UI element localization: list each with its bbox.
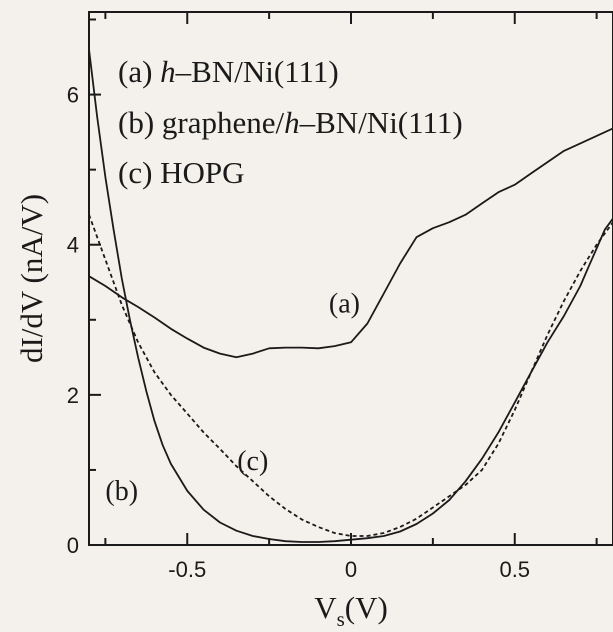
series-line-b (88, 49, 613, 543)
y-tick-label: 0 (67, 533, 79, 558)
curves (88, 49, 613, 543)
y-tick-label: 6 (67, 83, 79, 108)
x-axis-title-main: V (314, 590, 337, 625)
curve-labels: (a) (b) (c) (105, 288, 360, 507)
series-line-a (88, 127, 613, 359)
legend-entry-0: (a) h–BN/Ni(111) (118, 54, 339, 89)
legend-entry-1: (b) graphene/h–BN/Ni(111) (118, 105, 463, 140)
x-axis-title: Vs(V) (314, 590, 388, 631)
y-axis-title: dI/dV (nA/V) (14, 194, 49, 363)
axis-ticks: -0.5 0 0.5 0 2 4 6 (67, 12, 598, 582)
x-axis-title-unit: (V) (345, 590, 388, 625)
y-tick-label: 4 (67, 233, 79, 258)
x-tick-label: 0.5 (499, 557, 530, 582)
legend-entry-2: (c) HOPG (118, 155, 245, 190)
curve-label-c: (c) (237, 446, 268, 477)
curve-label-a: (a) (329, 288, 360, 319)
x-tick-label: 0 (345, 557, 357, 582)
y-tick-label: 2 (67, 383, 79, 408)
x-tick-label: -0.5 (168, 557, 206, 582)
legend: (a) h–BN/Ni(111) (b) graphene/h–BN/Ni(111… (118, 54, 463, 190)
curve-label-b: (b) (105, 476, 138, 507)
x-axis-title-subscript: s (337, 607, 345, 631)
